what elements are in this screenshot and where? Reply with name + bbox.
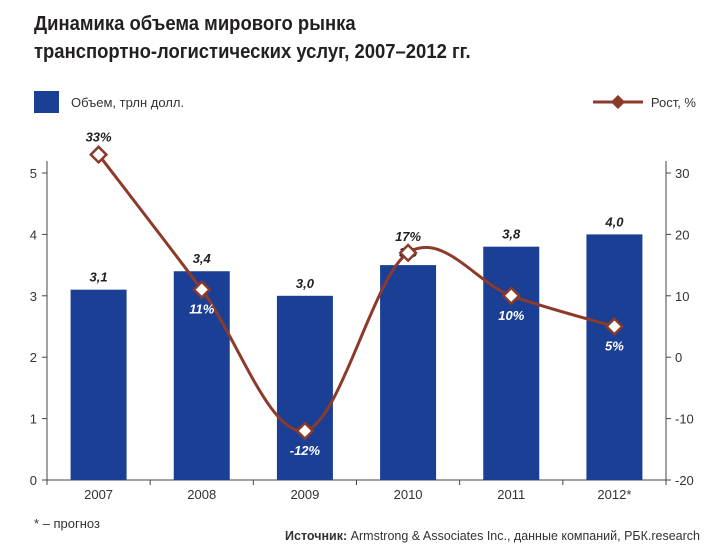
chart-title-line-1: Динамика объема мирового рынка [34, 12, 356, 35]
growth-point [398, 243, 418, 263]
growth-value-label: 17% [395, 229, 421, 244]
legend-volume: Объем, трлн долл. [34, 90, 184, 114]
legend-growth-line [592, 95, 643, 109]
bar-volume [70, 289, 127, 480]
growth-point [501, 286, 521, 306]
y-right-tick-label: -20 [675, 473, 694, 488]
x-tick-label: 2011 [497, 487, 525, 502]
y-left-tick-label: 4 [30, 227, 37, 242]
legend-growth-label: Рост, % [650, 94, 696, 110]
legend-growth: Рост, % [592, 90, 696, 114]
y-left-tick-label: 3 [30, 289, 37, 304]
y-left-tick-label: 0 [30, 473, 37, 488]
y-left-tick-label: 2 [30, 350, 37, 365]
x-tick-label: 2007 [84, 487, 113, 502]
growth-value-label: 5% [605, 339, 624, 354]
bar-volume [380, 265, 437, 480]
bar-value-label: 3,8 [502, 227, 521, 242]
bar-value-label: 3,0 [296, 276, 315, 291]
y-right-tick-label: 10 [675, 289, 689, 304]
growth-point [295, 421, 315, 441]
x-tick-label: 2009 [290, 487, 319, 502]
chart-title: Динамика объема мирового рынка транспорт… [34, 10, 628, 66]
growth-point [89, 145, 109, 165]
y-right-tick-label: 0 [675, 350, 682, 365]
chart-title-line-2: транспортно-логистических услуг, 2007–20… [34, 40, 471, 63]
bar-value-label: 4,0 [604, 214, 624, 229]
forecast-note: * – прогноз [34, 516, 100, 531]
legend-volume-label: Объем, трлн долл. [71, 94, 185, 110]
source-note: Источник: Armstrong & Associates Inc., д… [285, 529, 700, 543]
legend-volume-swatch [34, 91, 59, 113]
growth-value-label: -12% [290, 443, 321, 458]
growth-value-label: 10% [498, 308, 524, 323]
bar-value-label: 3,1 [90, 270, 108, 285]
x-tick-label: 2010 [394, 487, 423, 502]
y-left-tick-label: 5 [30, 166, 37, 181]
growth-value-label: 33% [86, 130, 112, 145]
y-right-tick-label: 30 [675, 166, 689, 181]
x-tick-label: 2008 [187, 487, 216, 502]
source-label: Источник: [285, 529, 348, 543]
y-right-tick-label: -10 [675, 412, 694, 427]
growth-point [604, 316, 624, 337]
bar-value-label: 3,4 [193, 251, 212, 266]
growth-point [192, 280, 212, 300]
growth-value-label: 11% [189, 302, 214, 317]
bar-volume [276, 295, 333, 480]
y-right-tick-label: 20 [675, 227, 689, 242]
x-tick-label: 2012* [597, 487, 631, 502]
bar-volume [173, 271, 230, 480]
y-left-tick-label: 1 [30, 412, 37, 427]
source-text: Armstrong & Associates Inc., данные комп… [350, 529, 700, 543]
bar-volume [483, 246, 540, 480]
bar-volume [586, 234, 643, 480]
